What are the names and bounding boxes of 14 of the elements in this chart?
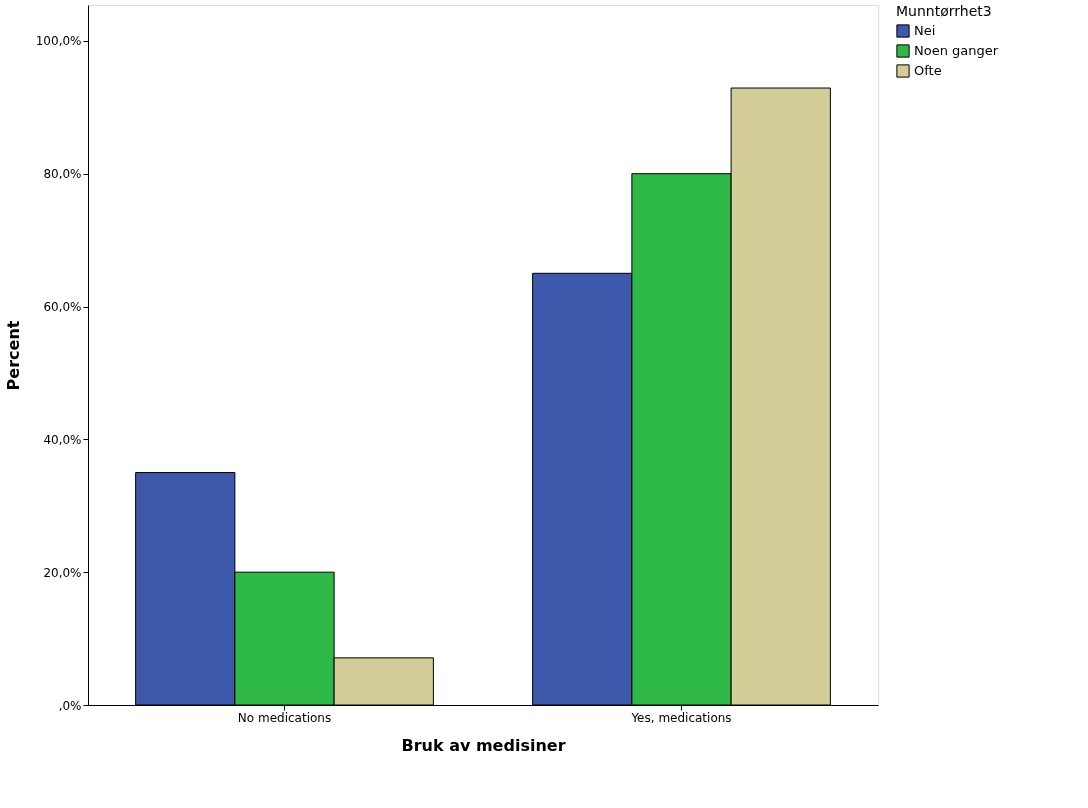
x-tick-label: No medications bbox=[237, 710, 332, 725]
y-axis-title: Percent bbox=[3, 320, 23, 391]
y-tick-label: 100,0% bbox=[35, 34, 82, 49]
x-tick-label: Yes, medications bbox=[630, 710, 732, 725]
y-tick-label: 40,0% bbox=[43, 432, 82, 447]
y-tick-label: 20,0% bbox=[43, 565, 82, 580]
legend-label: Noen ganger bbox=[914, 43, 999, 58]
x-axis-title: Bruk av medisiner bbox=[401, 735, 566, 755]
y-tick-label: 80,0% bbox=[43, 167, 82, 182]
legend-title: Munntørrhet3 bbox=[896, 3, 992, 19]
legend-label: Nei bbox=[914, 23, 936, 38]
y-tick-label: ,0% bbox=[58, 698, 82, 713]
y-tick-label: 60,0% bbox=[43, 300, 82, 315]
legend-label: Ofte bbox=[914, 63, 942, 78]
